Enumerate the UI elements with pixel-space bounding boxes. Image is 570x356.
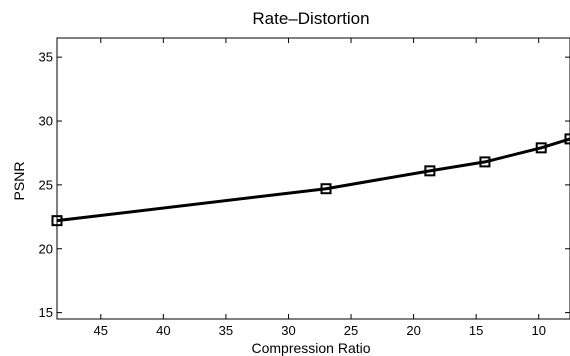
data-point-marker [479, 156, 491, 168]
data-point-marker [320, 183, 332, 195]
x-tick-label: 15 [469, 323, 483, 338]
data-point-marker [564, 133, 570, 145]
series-layer [51, 133, 570, 227]
series-line [56, 137, 570, 223]
x-tick-label: 40 [156, 323, 170, 338]
x-tick-label: 20 [406, 323, 420, 338]
y-tick-label: 35 [39, 50, 53, 65]
x-axis-ticks: 45 40 35 30 25 20 15 10 [94, 38, 546, 338]
y-axis-label: PSNR [11, 162, 27, 201]
x-tick-label: 25 [344, 323, 358, 338]
x-tick-label: 45 [94, 323, 108, 338]
x-tick-label: 35 [219, 323, 233, 338]
x-axis-label: Compression Ratio [251, 340, 370, 356]
plot-border [56, 37, 570, 320]
x-tick-label: 30 [281, 323, 295, 338]
y-axis-ticks: 15 20 25 30 35 [39, 50, 570, 320]
data-point-marker [424, 165, 436, 177]
y-tick-label: 15 [39, 305, 53, 320]
y-tick-label: 30 [39, 114, 53, 129]
plot-frame [56, 37, 570, 320]
chart-title: Rate–Distortion [252, 9, 369, 28]
x-tick-label: 10 [531, 323, 545, 338]
data-point-marker [51, 215, 63, 227]
y-tick-label: 20 [39, 241, 53, 256]
data-point-marker [535, 142, 547, 154]
y-tick-label: 25 [39, 177, 53, 192]
